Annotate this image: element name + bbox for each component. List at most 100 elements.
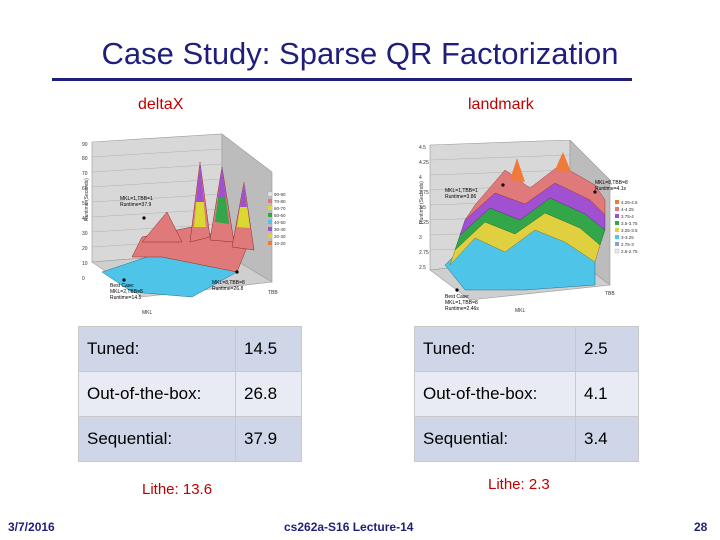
left-ytick: 20 (82, 246, 88, 252)
left-legend-item: 10-20 (274, 241, 286, 246)
right-legend-item: 3.75-4 (621, 214, 634, 219)
left-annotation-top: MKL=1,TBB=1 (120, 196, 153, 202)
left-ytick: 90 (82, 142, 88, 148)
left-results-table: Tuned: 14.5 Out-of-the-box: 26.8 Sequent… (78, 326, 302, 462)
left-annotation-best: Best Case: (110, 283, 134, 289)
left-ytick: 80 (82, 156, 88, 162)
table-row: Sequential: 37.9 (78, 416, 302, 462)
right-z-axis-label: TBB (605, 291, 615, 297)
left-marker-top (142, 216, 146, 220)
table-cell-value: 14.5 (235, 326, 302, 372)
left-ytick: 30 (82, 231, 88, 237)
left-peak-1-top (196, 162, 204, 202)
right-legend-item: 4.25-4.5 (621, 200, 638, 205)
table-cell-label: Tuned: (78, 326, 236, 372)
right-annotation-best: MKL=1,TBB=8 (445, 300, 478, 306)
left-ytick: 40 (82, 216, 88, 222)
left-ridge (141, 211, 183, 243)
right-annotation-top: Runtime=3.86 (445, 194, 476, 200)
footer-date: 3/7/2016 (8, 520, 55, 534)
right-surface-plot: 4.5 4.25 4 3.75 3.5 3.25 3 2.75 2.5 Runt… (405, 140, 650, 320)
right-peak-1 (510, 158, 525, 182)
table-cell-value: 37.9 (235, 416, 302, 462)
left-ytick: 70 (82, 171, 88, 177)
table-cell-label: Sequential: (78, 416, 236, 462)
slide-title: Case Study: Sparse QR Factorization (101, 36, 619, 71)
left-legend-item: 70-80 (274, 199, 286, 204)
right-peak-2 (555, 152, 571, 172)
right-annotation-top: MKL=1,TBB=1 (445, 188, 478, 194)
right-results-table: Tuned: 2.5 Out-of-the-box: 4.1 Sequentia… (414, 326, 639, 462)
right-legend-item: 3.5-3.75 (621, 221, 638, 226)
table-cell-value: 4.1 (575, 371, 639, 417)
right-marker-right (593, 190, 597, 194)
left-ytick: 10 (82, 261, 88, 267)
right-plot-svg: 4.5 4.25 4 3.75 3.5 3.25 3 2.75 2.5 Runt… (419, 140, 638, 314)
footer-page-number: 28 (694, 520, 708, 534)
left-annotation-right: Runtime=26.8 (212, 286, 243, 292)
table-cell-label: Out-of-the-box: (414, 371, 576, 417)
left-annotation-top: Runtime=37.9 (120, 202, 151, 208)
table-row: Out-of-the-box: 26.8 (78, 371, 302, 417)
title-underline (52, 78, 632, 81)
right-annotation-best: Runtime=2.46s (445, 306, 479, 312)
right-annotation-right: Runtime=4.1s (595, 186, 626, 192)
right-x-axis-label: MKL (515, 308, 526, 314)
table-row: Tuned: 14.5 (78, 326, 302, 372)
left-annotation-best: MKL=2,TBB=8 (110, 289, 143, 295)
right-annotation-right: MKL=8,TBB=8 (595, 180, 628, 186)
footer-course: cs262a-S16 Lecture-14 (284, 520, 414, 534)
left-legend-item: 60-70 (274, 206, 286, 211)
right-marker-top (501, 183, 505, 187)
right-legend-item: 2.5-2.75 (621, 249, 638, 254)
table-cell-label: Tuned: (414, 326, 576, 372)
left-legend-item: 30-40 (274, 227, 286, 232)
left-marker-best (122, 278, 126, 282)
left-x-axis-label: MKL (142, 310, 153, 316)
table-cell-value: 26.8 (235, 371, 302, 417)
right-surface-top (464, 164, 606, 221)
right-legend-item: 3-3.25 (621, 235, 634, 240)
left-legend-item: 50-60 (274, 213, 286, 218)
right-marker-best (455, 288, 459, 292)
table-cell-value: 3.4 (575, 416, 639, 462)
right-ytick: 4.5 (419, 145, 426, 151)
left-lithe-result: Lithe: 13.6 (142, 481, 213, 498)
right-ytick: 4 (419, 175, 422, 181)
left-z-axis-label: TBB (268, 290, 278, 296)
right-lithe-result: Lithe: 2.3 (488, 476, 550, 493)
left-ytick: 50 (82, 201, 88, 207)
table-row: Tuned: 2.5 (414, 326, 639, 372)
left-legend-item: 90-90 (274, 192, 286, 197)
left-y-axis-label: Runtime (Seconds) (84, 178, 90, 221)
right-legend-item: 3.25-3.5 (621, 228, 638, 233)
left-marker-right (235, 270, 239, 274)
table-cell-label: Out-of-the-box: (78, 371, 236, 417)
table-cell-value: 2.5 (575, 326, 639, 372)
right-plot-label: landmark (468, 96, 534, 113)
right-annotation-best: Best Case: (445, 294, 469, 300)
left-legend-item: 40-50 (274, 220, 286, 225)
left-ytick: 60 (82, 186, 88, 192)
right-ytick: 2.5 (419, 265, 426, 271)
left-plot-label: deltaX (138, 96, 184, 113)
left-legend-item: 20-30 (274, 234, 286, 239)
right-ytick: 4.25 (419, 160, 429, 166)
table-row: Sequential: 3.4 (414, 416, 639, 462)
left-plot-svg: 90 80 70 60 50 40 30 20 10 0 Runtime (Se… (82, 133, 286, 316)
right-legend-item: 4-4.25 (621, 207, 634, 212)
right-ytick: 2.75 (419, 250, 429, 256)
left-annotation-best: Runtime=14.5 (110, 295, 141, 301)
table-row: Out-of-the-box: 4.1 (414, 371, 639, 417)
right-ytick: 3.25 (419, 220, 429, 226)
left-annotation-right: MKL=8,TBB=8 (212, 280, 245, 286)
left-peak-2-top (218, 167, 226, 197)
left-surface-plot: 90 80 70 60 50 40 30 20 10 0 Runtime (Se… (72, 132, 292, 322)
right-ytick: 3.5 (419, 205, 426, 211)
right-legend-item: 2.75-3 (621, 242, 634, 247)
right-ytick: 3.75 (419, 190, 429, 196)
table-cell-label: Sequential: (414, 416, 576, 462)
right-ytick: 3 (419, 235, 422, 241)
left-ytick: 0 (82, 276, 85, 282)
